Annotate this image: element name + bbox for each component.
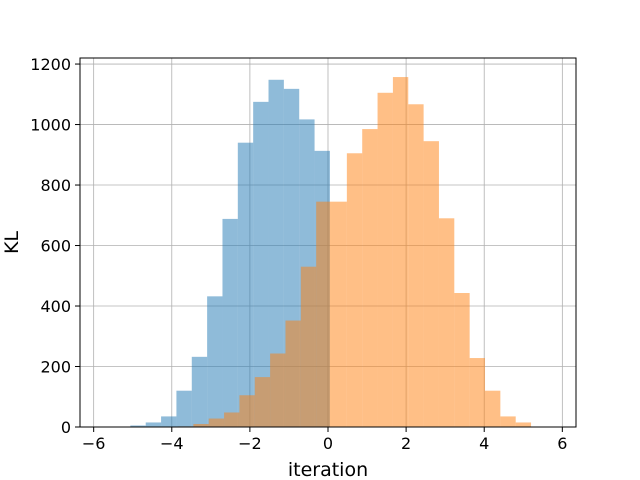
histogram-bar [224,412,240,427]
histogram-bar [253,101,269,427]
histogram-bar [515,422,532,427]
histogram-bar [485,390,501,427]
histogram-bar [130,425,146,427]
histogram-bar [239,395,255,427]
y-axis-label: KL [1,231,23,254]
y-tick-label: 1200 [30,55,71,74]
histogram-bars [130,77,532,428]
histogram-bar [176,390,192,427]
histogram-bar [161,416,177,427]
x-tick-label: −2 [238,434,262,453]
histogram-bar [423,141,439,428]
x-tick-label: 6 [557,434,567,453]
histogram-bar [346,153,363,427]
histogram-bar [193,423,209,427]
histogram-bar [270,353,286,427]
y-tick-label: 200 [40,358,71,377]
histogram-bar [254,377,271,427]
histogram-series-2 [178,77,532,428]
histogram-bar [207,296,223,427]
histogram-bar [331,201,347,427]
histogram-bar [377,92,393,428]
histogram-bar [191,356,208,427]
histogram-bar [500,416,516,427]
histogram-bar [392,77,409,427]
y-tick-label: 400 [40,297,71,316]
y-tick-label: 800 [40,176,71,195]
histogram-bar [408,104,424,427]
histogram-bar [438,218,455,427]
histogram-bar [222,218,238,427]
x-tick-label: −4 [160,434,184,453]
histogram-bar [285,320,301,427]
y-tick-label: 600 [40,237,71,256]
histogram-bar [316,201,332,427]
y-tick-label: 0 [61,418,71,437]
histogram-bar [300,266,317,427]
y-tick-label: 1000 [30,116,71,135]
histogram-bar [469,358,486,427]
x-axis-label: iteration [288,459,368,480]
x-tick-label: 2 [401,434,411,453]
x-tick-label: 0 [323,434,333,453]
x-tick-label: 4 [479,434,489,453]
x-tick-label: −6 [82,434,106,453]
histogram-bar [237,142,254,427]
histogram-bar [208,418,225,427]
histogram-bar [145,422,162,427]
histogram-bar [268,79,284,428]
histogram-bar [454,293,470,427]
histogram-bar [362,129,378,427]
axis-ticks: −6 −4 −2 0 2 4 6 0 200 400 600 800 1000 1200 [30,55,567,453]
